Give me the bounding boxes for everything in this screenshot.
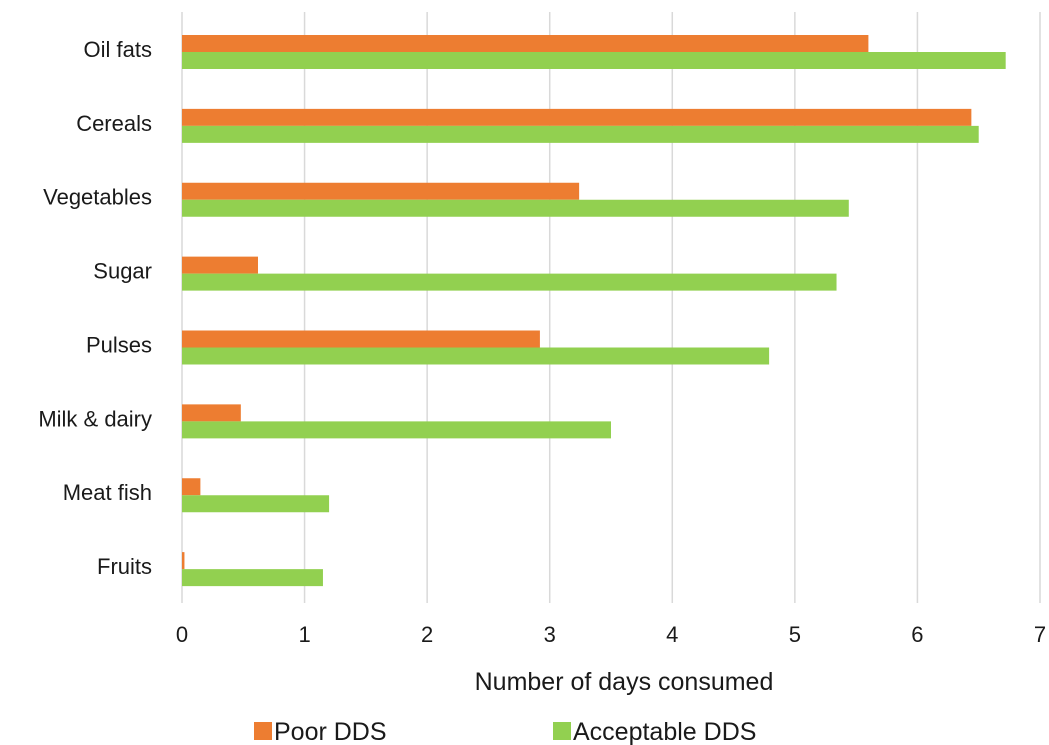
legend: Poor DDS Acceptable DDS [254,718,756,745]
bar-acceptable-meat-fish [182,495,330,513]
category-label: Sugar [93,259,152,284]
category-label: Milk & dairy [38,406,152,431]
bar-poor-meat-fish [182,478,201,496]
category-label: Fruits [97,554,152,579]
x-tick-label: 6 [911,622,923,647]
category-labels: Oil fats Cereals Vegetables Sugar Pulses Milk… [38,37,152,579]
x-tick-label: 4 [666,622,678,647]
bar-acceptable-oil-fats [182,52,1006,69]
x-tick-label: 7 [1034,622,1046,647]
x-tick-label: 0 [176,622,188,647]
category-label: Vegetables [43,185,152,210]
x-tick-label: 1 [298,622,310,647]
bar-acceptable-pulses [182,347,770,365]
bar-acceptable-milk-dairy [182,421,611,439]
x-tick-label: 5 [789,622,801,647]
bar-poor-fruits [182,552,185,570]
bar-acceptable-cereals [182,125,979,143]
bar-acceptable-vegetables [182,199,849,217]
x-tick-label: 2 [421,622,433,647]
bar-poor-milk-dairy [182,404,241,422]
bar-acceptable-fruits [182,569,323,587]
category-label: Oil fats [84,37,152,62]
bar-poor-vegetables [182,182,580,200]
bar-acceptable-sugar [182,273,837,291]
gridlines [181,12,1041,603]
bar-poor-cereals [182,108,972,126]
bars [182,35,1006,587]
bar-poor-oil-fats [182,35,869,52]
category-label: Meat fish [63,480,152,505]
x-tick-labels: 0 1 2 3 4 5 6 7 [176,622,1046,647]
legend-label: Poor DDS [274,718,387,745]
category-label: Cereals [76,111,152,136]
x-tick-label: 3 [544,622,556,647]
legend-swatch [254,722,272,740]
bar-poor-pulses [182,330,540,348]
bar-poor-sugar [182,256,258,274]
category-label: Pulses [86,332,152,357]
legend-label: Acceptable DDS [573,718,756,745]
x-axis-title: Number of days consumed [475,668,774,696]
legend-swatch [553,722,571,740]
